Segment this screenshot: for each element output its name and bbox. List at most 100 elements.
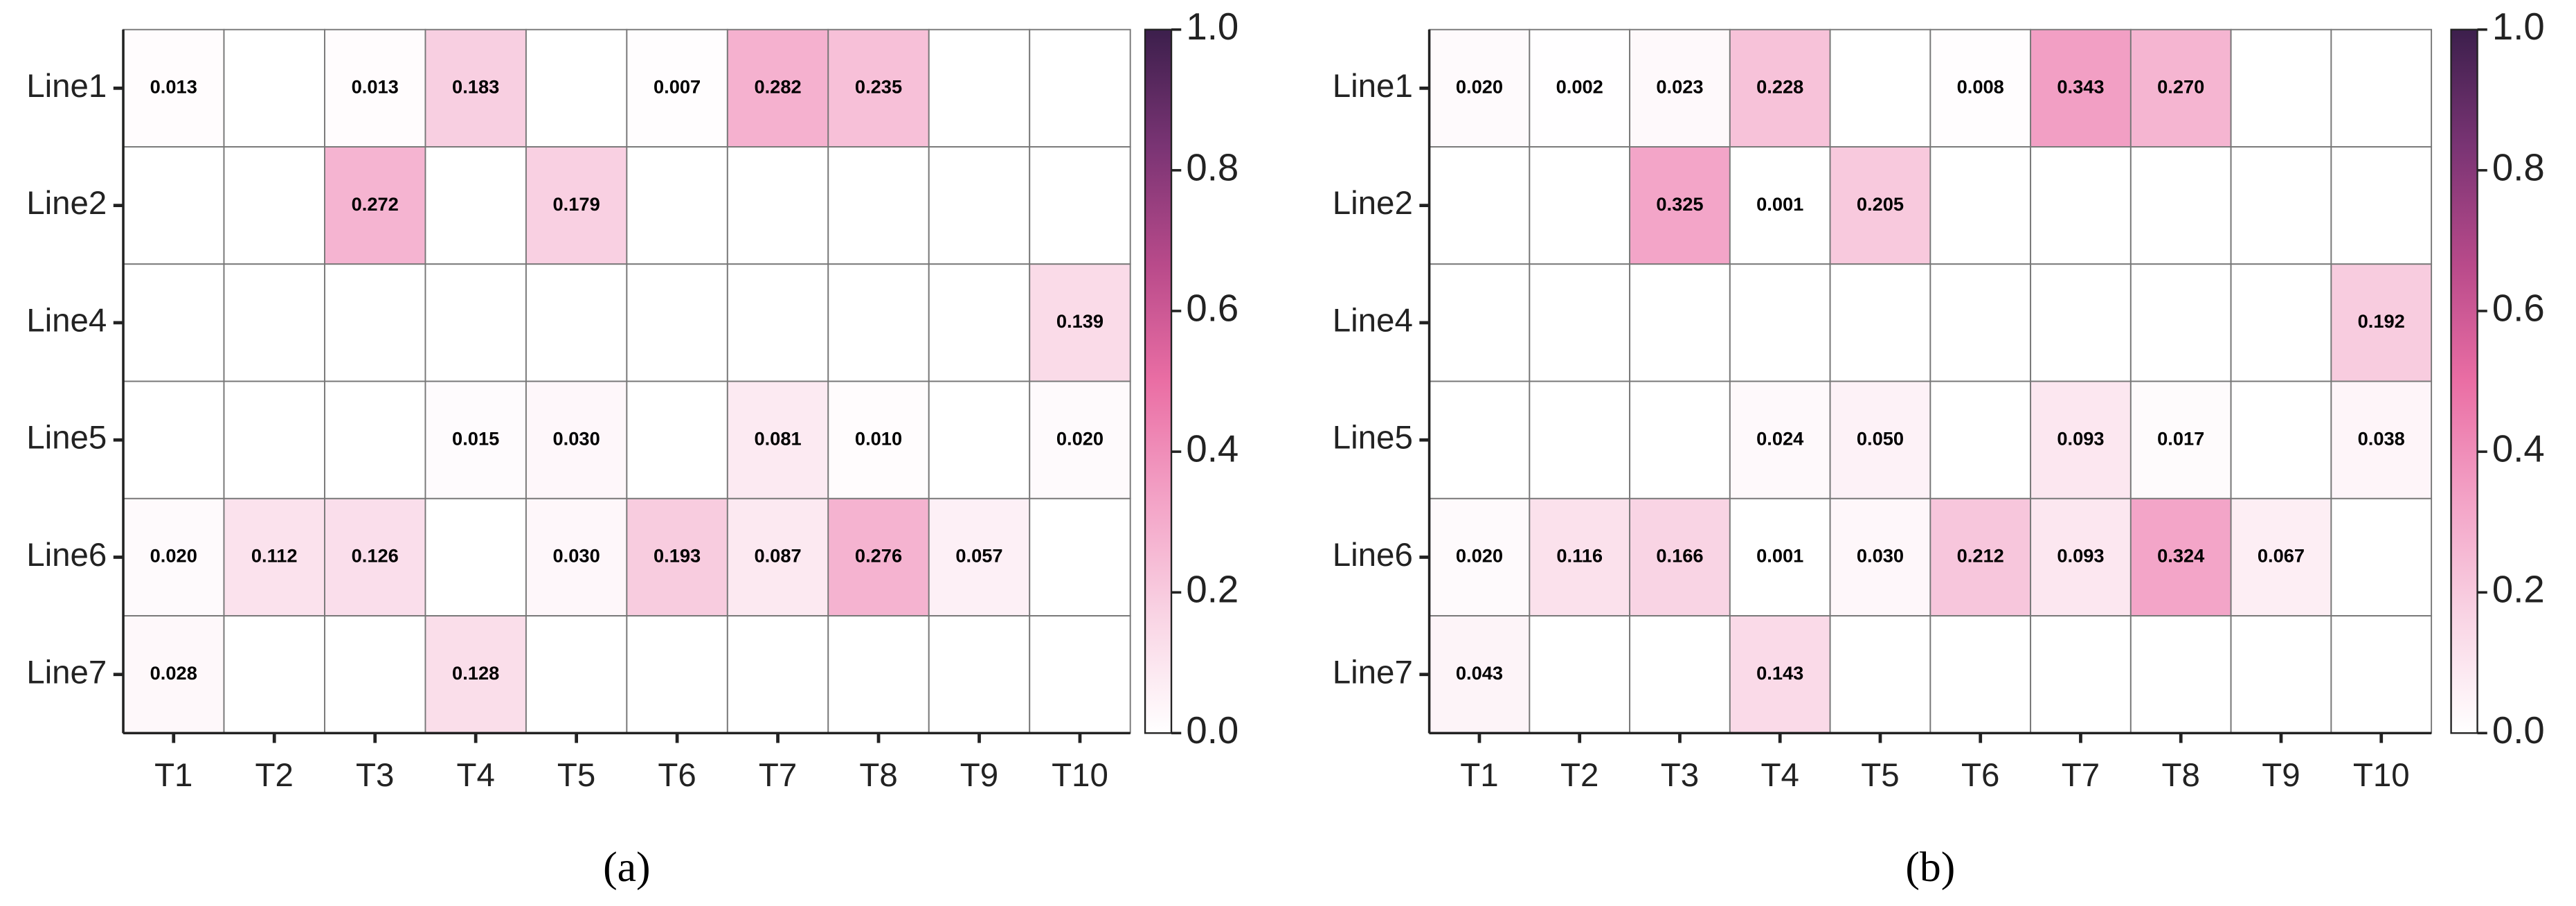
heatmap-cell [1929,497,2032,617]
heatmap-cell [123,28,225,148]
heatmap-cell [324,497,426,617]
cell-label: 0.002 [1556,76,1603,98]
empty-cell [827,263,930,382]
empty-cell [1729,263,1831,382]
empty-cell [2230,380,2332,499]
cell-label: 0.010 [855,427,902,449]
heatmap-cell [626,28,728,148]
heatmap-cell [525,497,628,617]
heatmap-cell [726,497,829,617]
heatmap-cell [2129,380,2232,499]
empty-cell [2230,146,2332,265]
y-tick-label: Line2 [1333,185,1413,222]
empty-cell [324,263,426,382]
x-tick-label: T10 [1052,757,1108,794]
heatmap-cell [1729,615,1831,734]
heatmap-cell [1629,146,1731,265]
empty-cell [2330,497,2433,617]
empty-cell [1929,615,2032,734]
colorbar-tick-label: 0.4 [1186,428,1239,470]
heatmap-cell [928,497,1031,617]
heatmap-cell [626,497,728,617]
heatmap-cell [1829,146,1931,265]
x-tick-label: T9 [2262,757,2300,794]
empty-cell [1529,146,1631,265]
heatmap-cell [2030,28,2132,148]
empty-cell [2129,263,2232,382]
colorbar [1144,28,1173,734]
y-tick-label: Line4 [26,302,107,339]
heatmap-cell [827,380,930,499]
cell-label: 0.143 [1756,662,1803,684]
panel-label: (b) [1905,844,1955,891]
empty-cell [2230,28,2332,148]
colorbar-tick-label: 1.0 [1186,6,1239,48]
colorbar-tick-label: 0.2 [2492,569,2545,611]
empty-cell [1829,263,1931,382]
heatmap-cell [1029,380,1131,499]
colorbar-tick-label: 0.6 [2492,287,2545,329]
cell-label: 0.008 [1957,76,2004,98]
heatmap-cell [424,28,527,148]
empty-cell [123,146,225,265]
x-tick-label: T1 [1460,757,1498,794]
empty-cell [525,263,628,382]
heatmap-cell [827,497,930,617]
cell-label: 0.007 [654,76,701,98]
heatmap-cell [2030,497,2132,617]
colorbar [2450,28,2478,734]
heatmap-cell [424,380,527,499]
empty-cell [827,615,930,734]
x-tick-label: T3 [1661,757,1699,794]
x-tick-label: T6 [658,757,696,794]
x-tick-label: T4 [1761,757,1799,794]
y-tick-label: Line5 [1333,420,1413,456]
empty-cell [223,28,325,148]
colorbar-tick-label: 1.0 [2492,6,2545,48]
empty-cell [626,380,728,499]
empty-cell [1929,380,2032,499]
cell-label: 0.093 [2057,545,2104,567]
cell-label: 0.228 [1756,76,1803,98]
x-tick-label: T9 [960,757,998,794]
empty-cell [1029,28,1131,148]
heatmap-cell [726,28,829,148]
empty-cell [424,146,527,265]
empty-cell [424,497,527,617]
empty-cell [928,146,1031,265]
empty-cell [223,146,325,265]
empty-cell [726,263,829,382]
cell-label: 0.139 [1056,310,1104,332]
cell-label: 0.020 [150,545,197,567]
cell-label: 0.272 [352,193,399,215]
empty-cell [1029,615,1131,734]
cell-label: 0.093 [2057,427,2104,449]
cell-label: 0.212 [1957,545,2004,567]
cell-label: 0.030 [1857,545,1904,567]
cell-label: 0.126 [352,545,399,567]
colorbar-tick-label: 0.2 [1186,569,1239,611]
panel-label: (a) [603,844,650,891]
empty-cell [525,615,628,734]
cell-label: 0.067 [2258,545,2305,567]
empty-cell [123,380,225,499]
cell-label: 0.013 [352,76,399,98]
empty-cell [726,146,829,265]
x-tick-label: T8 [2162,757,2200,794]
empty-cell [2330,28,2433,148]
empty-cell [1029,146,1131,265]
cell-label: 0.276 [855,545,902,567]
empty-cell [424,263,527,382]
colorbar-tick-label: 0.0 [2492,709,2545,752]
heatmap-cell [1428,615,1531,734]
x-tick-label: T5 [1861,757,1899,794]
heatmap-cell [1729,146,1831,265]
x-tick-label: T5 [557,757,595,794]
heatmap-cell [2129,497,2232,617]
empty-cell [1428,263,1531,382]
colorbar-tick-label: 0.0 [1186,709,1239,752]
cell-label: 0.192 [2358,310,2405,332]
empty-cell [626,263,728,382]
